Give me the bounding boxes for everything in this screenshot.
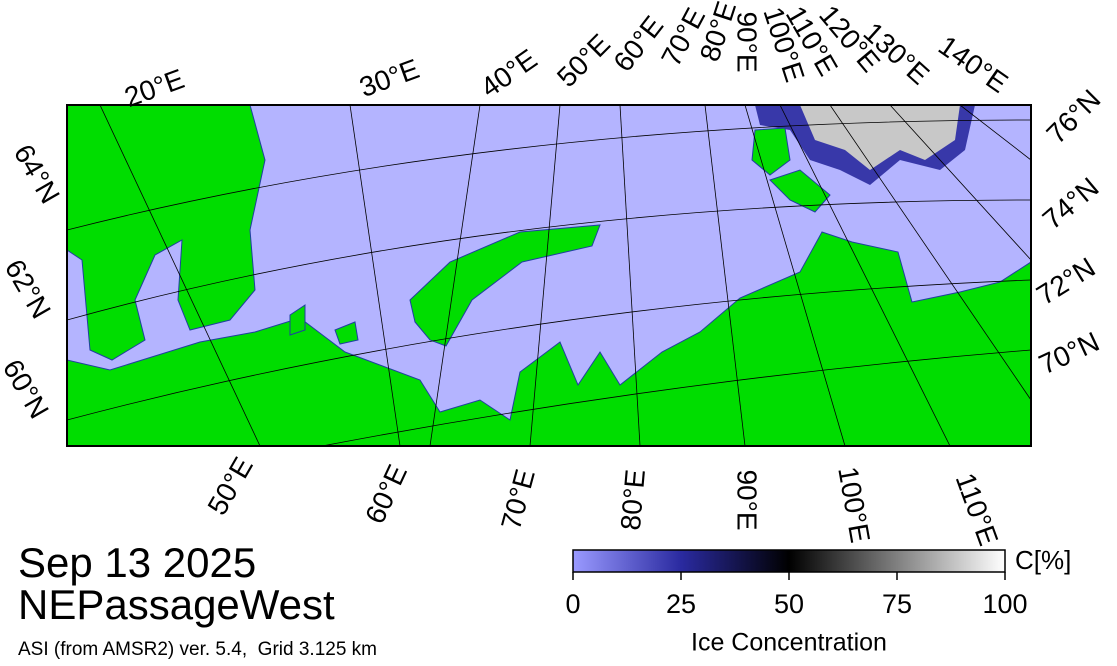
colorbar-tick-label: 50 <box>774 589 804 619</box>
graticule-label: 40°E <box>475 43 543 103</box>
graticule-label: 90°E <box>732 469 763 530</box>
graticule-label: 74°N <box>1037 171 1105 235</box>
colorbar-ticks: 0 25 50 75 100 <box>565 572 1028 619</box>
graticule-label: 60°N <box>0 354 55 424</box>
colorbar-unit: C[%] <box>1015 545 1071 575</box>
colorbar-tick-label: 0 <box>565 589 580 619</box>
graticule-label: 30°E <box>355 53 423 103</box>
colorbar-tick-label: 25 <box>666 589 696 619</box>
graticule-label: 50°E <box>551 28 616 93</box>
graticule-label: 110°E <box>950 469 1005 550</box>
map <box>67 105 1031 446</box>
land <box>67 105 1031 446</box>
date: Sep 13 2025 <box>18 539 256 586</box>
colorbar-tick-label: 100 <box>982 589 1027 619</box>
graticule-label: 50°E <box>201 452 258 520</box>
colorbar-label: Ice Concentration <box>691 629 887 657</box>
graticule-label: 100°E <box>832 464 876 545</box>
graticule-label: 76°N <box>1040 83 1106 149</box>
graticule <box>67 105 1031 446</box>
graticule-label: 70°N <box>1034 326 1104 381</box>
graticule-label: 90°E <box>732 11 763 72</box>
product-info: ASI (from AMSR2) ver. 5.4, Grid 3.125 km <box>18 639 377 660</box>
colorbar <box>572 549 1006 573</box>
graticule-label: 64°N <box>8 139 66 209</box>
colorbar-tick-label: 75 <box>882 589 912 619</box>
map-frame <box>66 104 1032 447</box>
region-name: NEPassageWest <box>18 581 335 628</box>
graticule-label: 60°E <box>359 460 413 528</box>
graticule-label: 80°E <box>615 468 651 532</box>
graticule-label: 60°E <box>607 10 669 77</box>
graticule-label: 62°N <box>0 254 57 324</box>
graticule-label: 70°E <box>495 466 541 533</box>
graticule-label: 140°E <box>933 30 1014 99</box>
graticule-label: 72°N <box>1031 251 1100 310</box>
